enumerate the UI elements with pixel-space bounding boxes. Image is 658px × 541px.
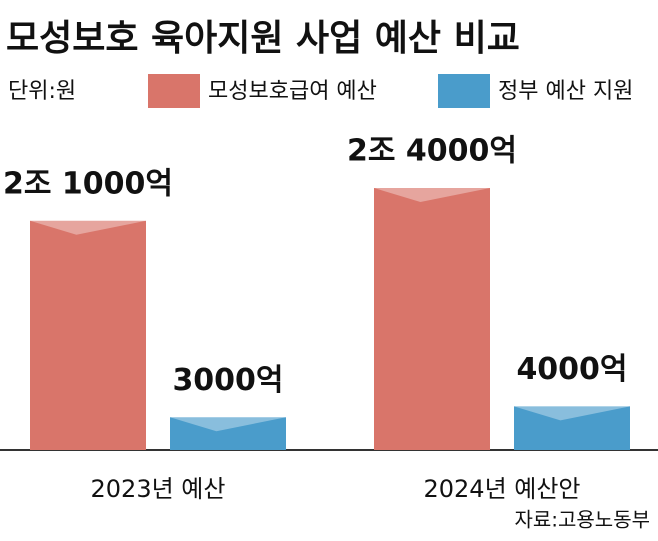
chart-title: 모성보호 육아지원 사업 예산 비교 [6,18,520,59]
value-label: 2조 1000억 [3,166,173,201]
source: 자료:고용노동부 [514,508,650,532]
x-tick-label: 2023년 예산 [91,475,226,503]
bar [170,417,286,450]
bar-top [30,206,146,235]
bar-top [170,403,286,432]
legend-swatch [438,74,490,108]
bar-top [374,174,490,202]
legend-label: 모성보호급여 예산 [208,79,377,104]
value-label: 3000억 [172,363,283,398]
unit-label: 단위:원 [8,79,76,104]
legend-swatch [148,74,200,108]
bar-top [514,392,630,421]
value-label: 2조 4000억 [347,134,517,169]
bar [30,220,146,450]
legend-label: 정부 예산 지원 [498,79,633,104]
bar [514,406,630,450]
value-label: 4000억 [516,352,627,387]
bar [374,188,490,450]
x-tick-label: 2024년 예산안 [423,475,580,503]
